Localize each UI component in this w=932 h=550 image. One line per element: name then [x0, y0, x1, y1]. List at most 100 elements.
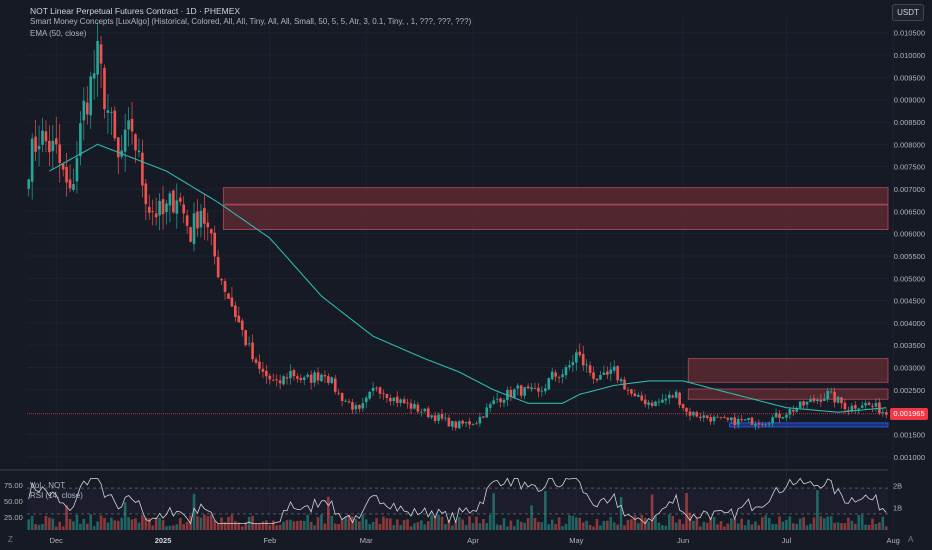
- volume-bar: [113, 520, 117, 530]
- volume-bar: [251, 515, 254, 530]
- volume-bar: [771, 524, 774, 530]
- candle-body: [578, 351, 582, 356]
- zoom-button[interactable]: Z: [8, 535, 13, 544]
- volume-bar: [595, 518, 599, 530]
- sub-pane-axis[interactable]: 75.00 50.00 25.00 2B 1B: [4, 481, 902, 522]
- volume-bar: [533, 517, 537, 530]
- volume-bar: [812, 517, 816, 530]
- volume-bar: [661, 525, 664, 530]
- volume-label[interactable]: Vol · NOT: [30, 481, 66, 490]
- volume-bar: [778, 516, 781, 530]
- volume-bar: [161, 520, 165, 530]
- symbol-title[interactable]: NOT Linear Perpetual Futures Contract · …: [30, 6, 241, 16]
- candle-body: [502, 399, 506, 403]
- candle-body: [654, 401, 657, 407]
- candle-body: [433, 415, 437, 421]
- candle-body: [75, 157, 79, 182]
- price-axis-tick: 0.007500: [894, 163, 925, 172]
- candle-body: [271, 379, 275, 381]
- volume-bar: [499, 525, 502, 530]
- volume-bar: [571, 515, 575, 530]
- volume-bar: [209, 514, 213, 530]
- candle-body: [499, 398, 502, 403]
- rsi-label[interactable]: RSI (14, close): [30, 491, 83, 500]
- price-axis-tick: 0.002500: [894, 386, 925, 395]
- volume-bar: [619, 497, 623, 530]
- volume-bar: [333, 523, 337, 530]
- candle-body: [678, 392, 681, 406]
- unit-button[interactable]: USDT: [892, 4, 924, 21]
- candle-body: [426, 408, 430, 418]
- order-block-zone: [222, 187, 889, 205]
- candle-body: [836, 396, 840, 403]
- candle-body: [99, 44, 103, 64]
- volume-bar: [884, 526, 888, 530]
- volume-bar: [523, 522, 526, 530]
- volume-bar: [440, 516, 444, 530]
- volume-bar: [282, 521, 285, 530]
- candle-body: [261, 368, 265, 372]
- volume-bar: [647, 521, 650, 530]
- volume-bar: [609, 516, 613, 530]
- candle-body: [482, 416, 485, 418]
- price-axis[interactable]: 0.010500 0.010000 0.009500 0.009000 0.008500…: [894, 29, 925, 462]
- time-axis[interactable]: Dec2025FebMarAprMayJunJulAugSep: [50, 536, 932, 545]
- candle-body: [178, 197, 182, 202]
- volume-bar: [265, 520, 268, 530]
- volume-bar: [203, 514, 206, 530]
- volume-bar: [654, 515, 657, 530]
- candle-body: [113, 110, 117, 139]
- candle-body: [757, 423, 761, 425]
- volume-bar: [230, 514, 234, 530]
- volume-bar: [698, 526, 702, 530]
- candle-body: [805, 401, 809, 405]
- volume-bar: [550, 519, 554, 530]
- volume-bar: [79, 523, 82, 530]
- indicator-ema-label[interactable]: EMA (50, close): [30, 29, 87, 38]
- volume-bar: [340, 518, 344, 530]
- candle-body: [860, 405, 864, 408]
- volume-bar: [488, 514, 492, 530]
- volume-bar: [247, 516, 251, 530]
- volume-bar: [554, 524, 557, 530]
- volume-bar: [788, 516, 792, 530]
- auto-scale-button[interactable]: A: [908, 535, 914, 544]
- candle-body: [354, 405, 358, 410]
- volume-bar: [368, 524, 371, 530]
- candle-body: [575, 352, 578, 363]
- candle-body: [526, 386, 530, 389]
- candle-body: [302, 377, 306, 381]
- price-axis-tick: 0.008000: [894, 140, 925, 149]
- volume-bar: [409, 526, 413, 530]
- volume-bar: [85, 523, 89, 530]
- price-axis-tick: 0.008500: [894, 118, 925, 127]
- candle-body: [843, 402, 847, 410]
- volume-bar: [826, 516, 830, 530]
- candle-body: [364, 397, 368, 403]
- candle-body: [89, 76, 93, 116]
- candle-body: [258, 361, 261, 369]
- volume-bar: [616, 524, 619, 530]
- candle-body: [788, 409, 792, 415]
- volume-bar: [874, 524, 878, 530]
- volume-bar: [457, 516, 461, 530]
- order-block-zones: [222, 187, 889, 428]
- volume-bar: [106, 522, 110, 530]
- volume-bar: [395, 519, 399, 530]
- volume-bar: [347, 514, 351, 530]
- indicator-smc-label[interactable]: Smart Money Concepts [LuxAlgo] (Historic…: [30, 17, 472, 26]
- candle-body: [275, 379, 278, 381]
- candle-body: [785, 414, 788, 418]
- volume-bar: [564, 523, 568, 530]
- candle-body: [134, 134, 137, 151]
- candle-body: [371, 387, 375, 392]
- volume-bar: [144, 517, 148, 530]
- volume-bar: [633, 515, 637, 530]
- volume-bar: [399, 525, 402, 530]
- volume-bar: [182, 524, 186, 530]
- rsi-bands: [27, 487, 888, 515]
- volume-bar: [137, 522, 141, 530]
- volume-bar: [688, 512, 692, 530]
- volume-bar: [37, 524, 41, 530]
